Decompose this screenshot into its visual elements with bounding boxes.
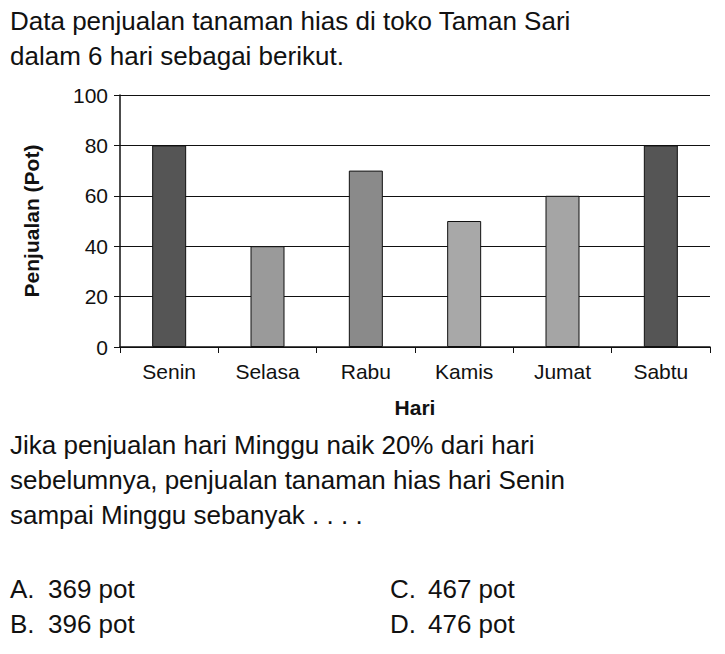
- svg-text:0: 0: [96, 336, 108, 359]
- svg-text:Sabtu: Sabtu: [633, 360, 688, 383]
- svg-text:Selasa: Selasa: [235, 360, 300, 383]
- html-text:396 pot: 396 pot: [48, 609, 135, 639]
- html-text:467 pot: 467 pot: [428, 574, 515, 604]
- svg-text:60: 60: [85, 184, 108, 207]
- html-text:sampai Minggu sebanyak . . . .: sampai Minggu sebanyak . . . .: [10, 500, 363, 530]
- html-text:476 pot: 476 pot: [428, 609, 515, 639]
- svg-text:Jumat: Jumat: [534, 360, 591, 383]
- html-text:Jika penjualan hari Minggu nai: Jika penjualan hari Minggu naik 20% dari…: [10, 430, 535, 460]
- html-text:C.: C.: [390, 574, 416, 604]
- svg-text:40: 40: [85, 235, 108, 258]
- svg-text:80: 80: [85, 134, 108, 157]
- svg-text:100: 100: [73, 84, 108, 107]
- svg-text:Senin: Senin: [142, 360, 196, 383]
- svg-text:Penjualan (Pot): Penjualan (Pot): [20, 145, 43, 298]
- html-text:B.: B.: [10, 609, 35, 639]
- svg-text:Rabu: Rabu: [341, 360, 391, 383]
- html-text:D.: D.: [390, 609, 416, 639]
- html-text:dalam 6 hari sebagai berikut.: dalam 6 hari sebagai berikut.: [10, 41, 344, 71]
- svg-text:20: 20: [85, 285, 108, 308]
- html-text:A.: A.: [10, 574, 35, 604]
- svg-text:Hari: Hari: [395, 396, 436, 419]
- html-text:Data penjualan tanaman hias di: Data penjualan tanaman hias di toko Tama…: [10, 6, 571, 36]
- html-text:369 pot: 369 pot: [48, 574, 135, 604]
- html-text:sebelumnya, penjualan tanaman: sebelumnya, penjualan tanaman hias hari …: [10, 465, 565, 495]
- svg-text:Kamis: Kamis: [435, 360, 493, 383]
